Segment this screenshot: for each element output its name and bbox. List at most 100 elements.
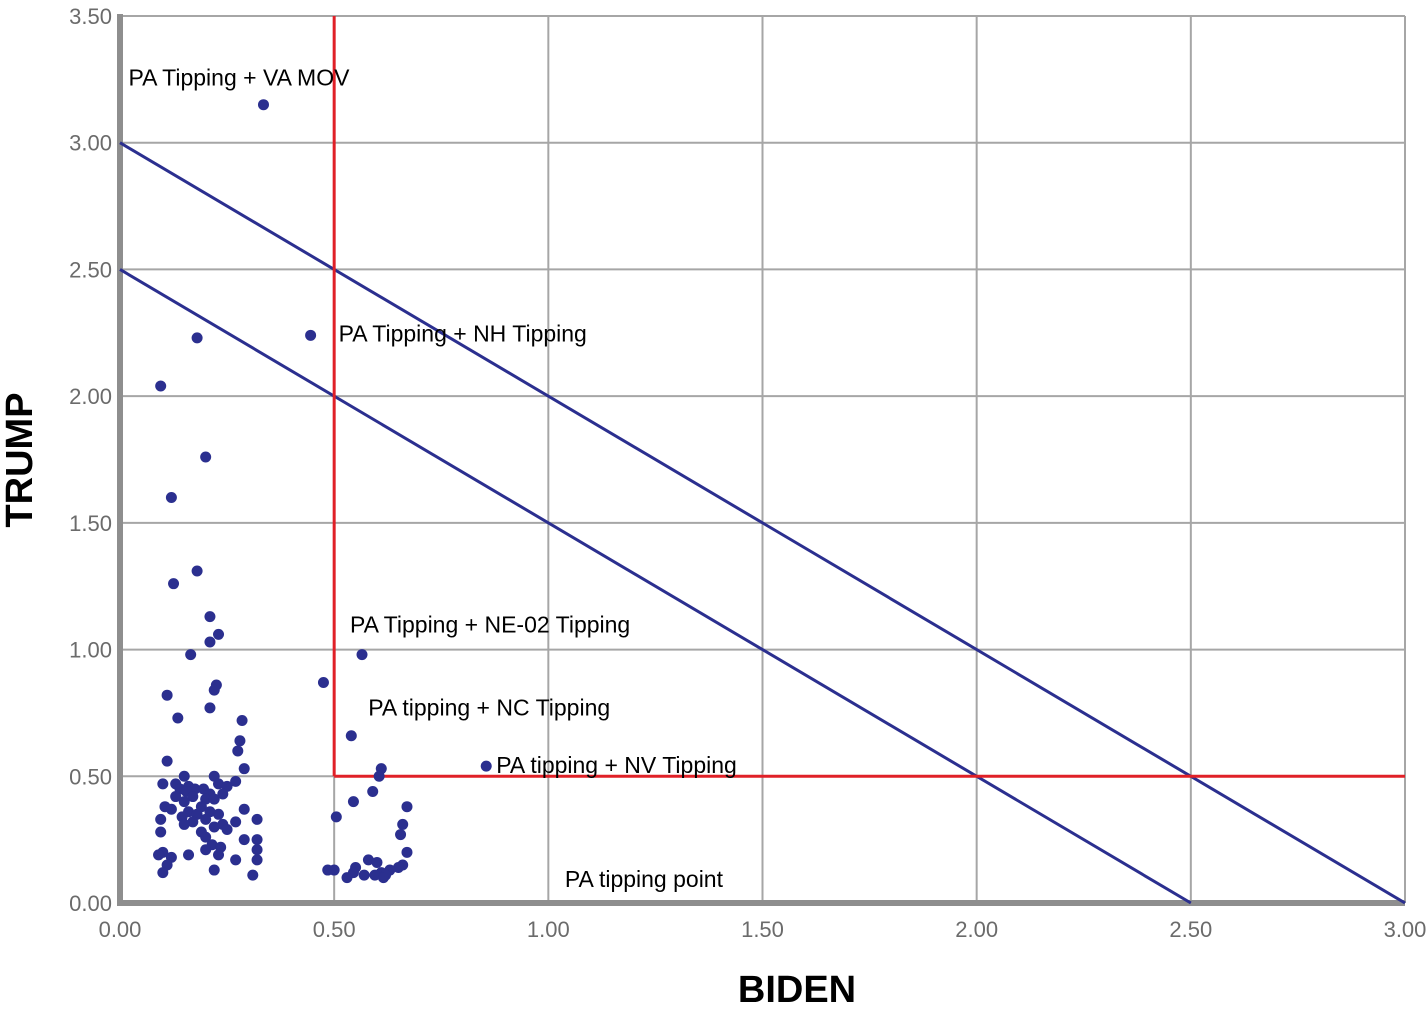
data-point <box>371 856 383 868</box>
data-point <box>185 649 197 661</box>
annotation-label: PA Tipping + NH Tipping <box>339 320 587 346</box>
data-point <box>317 677 329 689</box>
y-tick-label: 3.00 <box>69 131 112 156</box>
data-point <box>230 854 242 866</box>
data-point <box>168 578 180 590</box>
data-point <box>221 824 233 836</box>
annotation-label: PA tipping point <box>565 866 724 892</box>
data-point <box>200 831 212 843</box>
data-point <box>356 649 368 661</box>
data-point <box>232 745 244 757</box>
data-point <box>377 872 389 884</box>
x-tick-label: 3.00 <box>1384 917 1427 942</box>
reference-lines <box>119 16 1406 905</box>
data-point <box>347 796 359 808</box>
data-point <box>230 775 242 787</box>
data-point <box>155 826 167 838</box>
data-point <box>328 864 340 876</box>
data-point <box>187 791 199 803</box>
data-point <box>191 565 203 577</box>
data-point <box>213 628 225 640</box>
data-point <box>187 816 199 828</box>
data-point <box>217 788 229 800</box>
annotation-label: PA Tipping + VA MOV <box>128 65 350 91</box>
data-point <box>208 793 220 805</box>
data-points <box>153 99 492 884</box>
annotation-label: PA Tipping + NE-02 Tipping <box>350 612 630 638</box>
data-point <box>204 636 216 648</box>
annotation-label: PA tipping + NV Tipping <box>496 752 737 778</box>
data-point <box>183 849 195 861</box>
data-point <box>305 329 317 341</box>
data-point <box>238 803 250 815</box>
data-point <box>234 735 246 747</box>
data-point <box>401 846 413 858</box>
data-point <box>373 770 385 782</box>
data-point <box>170 791 182 803</box>
x-tick-label: 0.50 <box>313 917 356 942</box>
y-tick-label: 2.50 <box>69 257 112 282</box>
annotation-label: PA tipping + NC Tipping <box>368 695 610 721</box>
data-point <box>178 796 190 808</box>
data-point <box>257 99 269 111</box>
tick-labels: 0.00 0.50 1.00 1.50 2.00 2.50 3.00 0.00 0.50 1.00… <box>69 4 1426 942</box>
data-point <box>172 712 184 724</box>
y-tick-label: 1.50 <box>69 511 112 536</box>
data-point <box>367 785 379 797</box>
data-point <box>251 844 263 856</box>
data-point <box>200 451 212 463</box>
y-tick-label: 2.00 <box>69 384 112 409</box>
data-point <box>251 834 263 846</box>
y-tick-label: 0.50 <box>69 764 112 789</box>
y-tick-label: 1.00 <box>69 638 112 663</box>
data-point <box>251 854 263 866</box>
data-point <box>200 813 212 825</box>
y-tick-label: 0.00 <box>69 891 112 916</box>
data-point <box>157 867 169 879</box>
x-tick-label: 2.00 <box>955 917 998 942</box>
data-point <box>341 872 353 884</box>
data-point <box>247 869 259 881</box>
data-point <box>213 808 225 820</box>
data-point <box>238 763 250 775</box>
data-point <box>161 755 173 767</box>
y-axis-title: TRUMP <box>0 392 41 527</box>
data-point <box>213 778 225 790</box>
x-tick-label: 0.00 <box>99 917 142 942</box>
data-point <box>155 380 167 392</box>
data-point <box>362 854 374 866</box>
data-point <box>358 869 370 881</box>
data-point <box>251 813 263 825</box>
data-point <box>330 811 342 823</box>
data-point <box>178 770 190 782</box>
data-point <box>208 821 220 833</box>
data-point <box>236 715 248 727</box>
data-point <box>395 829 407 841</box>
data-point <box>238 834 250 846</box>
data-point <box>178 818 190 830</box>
data-point <box>204 611 216 623</box>
data-point <box>165 803 177 815</box>
data-point <box>397 818 409 830</box>
x-tick-label: 1.50 <box>741 917 784 942</box>
y-tick-label: 3.50 <box>69 4 112 29</box>
data-point <box>165 492 177 504</box>
data-point <box>208 864 220 876</box>
data-point <box>204 702 216 714</box>
data-point <box>401 801 413 813</box>
data-point <box>191 332 203 344</box>
diagonal-line <box>119 268 1192 905</box>
data-point <box>230 816 242 828</box>
grid <box>120 15 1406 903</box>
x-axis-title: BIDEN <box>738 969 856 1011</box>
data-point <box>157 778 169 790</box>
data-point <box>213 849 225 861</box>
data-point <box>392 862 404 874</box>
data-point <box>208 684 220 696</box>
x-tick-label: 1.00 <box>527 917 570 942</box>
data-point <box>345 730 357 742</box>
axes <box>117 14 1405 906</box>
data-point <box>153 849 165 861</box>
data-point <box>155 813 167 825</box>
